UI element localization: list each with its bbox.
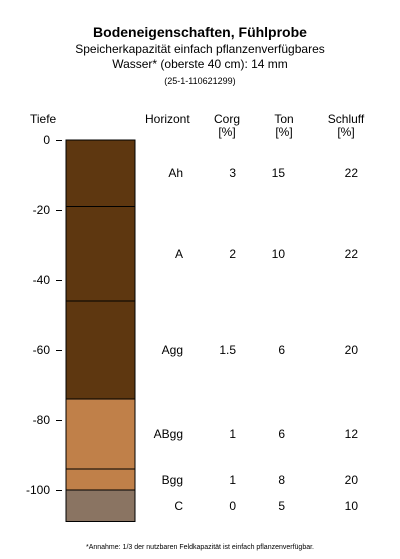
horizon-value: Bgg	[161, 472, 183, 487]
subtitle-line-2: Wasser* (oberste 40 cm): 14 mm	[112, 57, 288, 71]
horizon-value: Agg	[161, 343, 183, 357]
footnote: *Annahme: 1/3 der nutzbaren Feldkapazitä…	[85, 544, 315, 551]
ton-value: 5	[278, 498, 285, 513]
schluff-header: Schluff [%]	[323, 113, 369, 139]
schluff-value: 22	[344, 246, 358, 261]
horizon-value: C	[174, 498, 183, 513]
depth-tick-label: -100	[25, 483, 50, 497]
ton-header-unit: [%]	[275, 125, 293, 139]
horizon-value: ABgg	[153, 427, 183, 441]
schluff-header-label: Schluff	[327, 112, 365, 126]
depth-tick-label: 0	[43, 133, 50, 147]
ton-value: 10	[271, 246, 285, 261]
depth-header: Tiefe	[30, 112, 57, 126]
layer-c	[65, 489, 136, 522]
schluff-value: 10	[344, 498, 358, 513]
corg-value: 1.5	[219, 343, 236, 357]
depth-tick-label: -60	[32, 343, 50, 357]
horizon-value: A	[174, 246, 183, 261]
ton-value: 8	[278, 472, 285, 487]
ton-header: Ton [%]	[270, 113, 298, 139]
corg-header: Corg [%]	[212, 113, 242, 139]
depth-tick-label: -40	[32, 273, 50, 287]
profile-code: (25-1-110621299)	[164, 76, 236, 86]
schluff-value: 22	[344, 166, 358, 181]
depth-tick-mark	[56, 210, 62, 211]
ton-value: 6	[278, 427, 285, 441]
schluff-value: 12	[344, 427, 358, 441]
schluff-value: 20	[344, 472, 358, 487]
ton-value: 15	[271, 166, 285, 181]
horizon-header: Horizont	[145, 112, 190, 126]
corg-value: 1	[229, 427, 236, 441]
layer-agg	[65, 300, 136, 400]
depth-tick-mark	[56, 280, 62, 281]
schluff-header-unit: [%]	[337, 125, 355, 139]
depth-tick-mark	[56, 490, 62, 491]
schluff-value: 20	[344, 343, 358, 357]
corg-value: 3	[229, 166, 236, 181]
corg-header-label: Corg	[213, 112, 240, 126]
chart-title: Bodeneigenschaften, Fühlprobe	[93, 24, 307, 40]
layer-abgg	[65, 398, 136, 470]
ton-header-label: Ton	[274, 112, 294, 126]
depth-tick-mark	[56, 350, 62, 351]
depth-tick-mark	[56, 420, 62, 421]
subtitle-line-1: Speicherkapazität einfach pflanzenverfüg…	[75, 42, 325, 56]
layer-a	[65, 206, 136, 302]
depth-tick-mark	[56, 140, 62, 141]
corg-value: 2	[229, 246, 236, 261]
depth-tick-label: -80	[32, 413, 50, 427]
horizon-value: Ah	[168, 166, 183, 181]
corg-value: 1	[229, 472, 236, 487]
depth-tick-label: -20	[32, 203, 50, 217]
corg-value: 0	[229, 498, 236, 513]
ton-value: 6	[278, 343, 285, 357]
corg-header-unit: [%]	[218, 125, 236, 139]
